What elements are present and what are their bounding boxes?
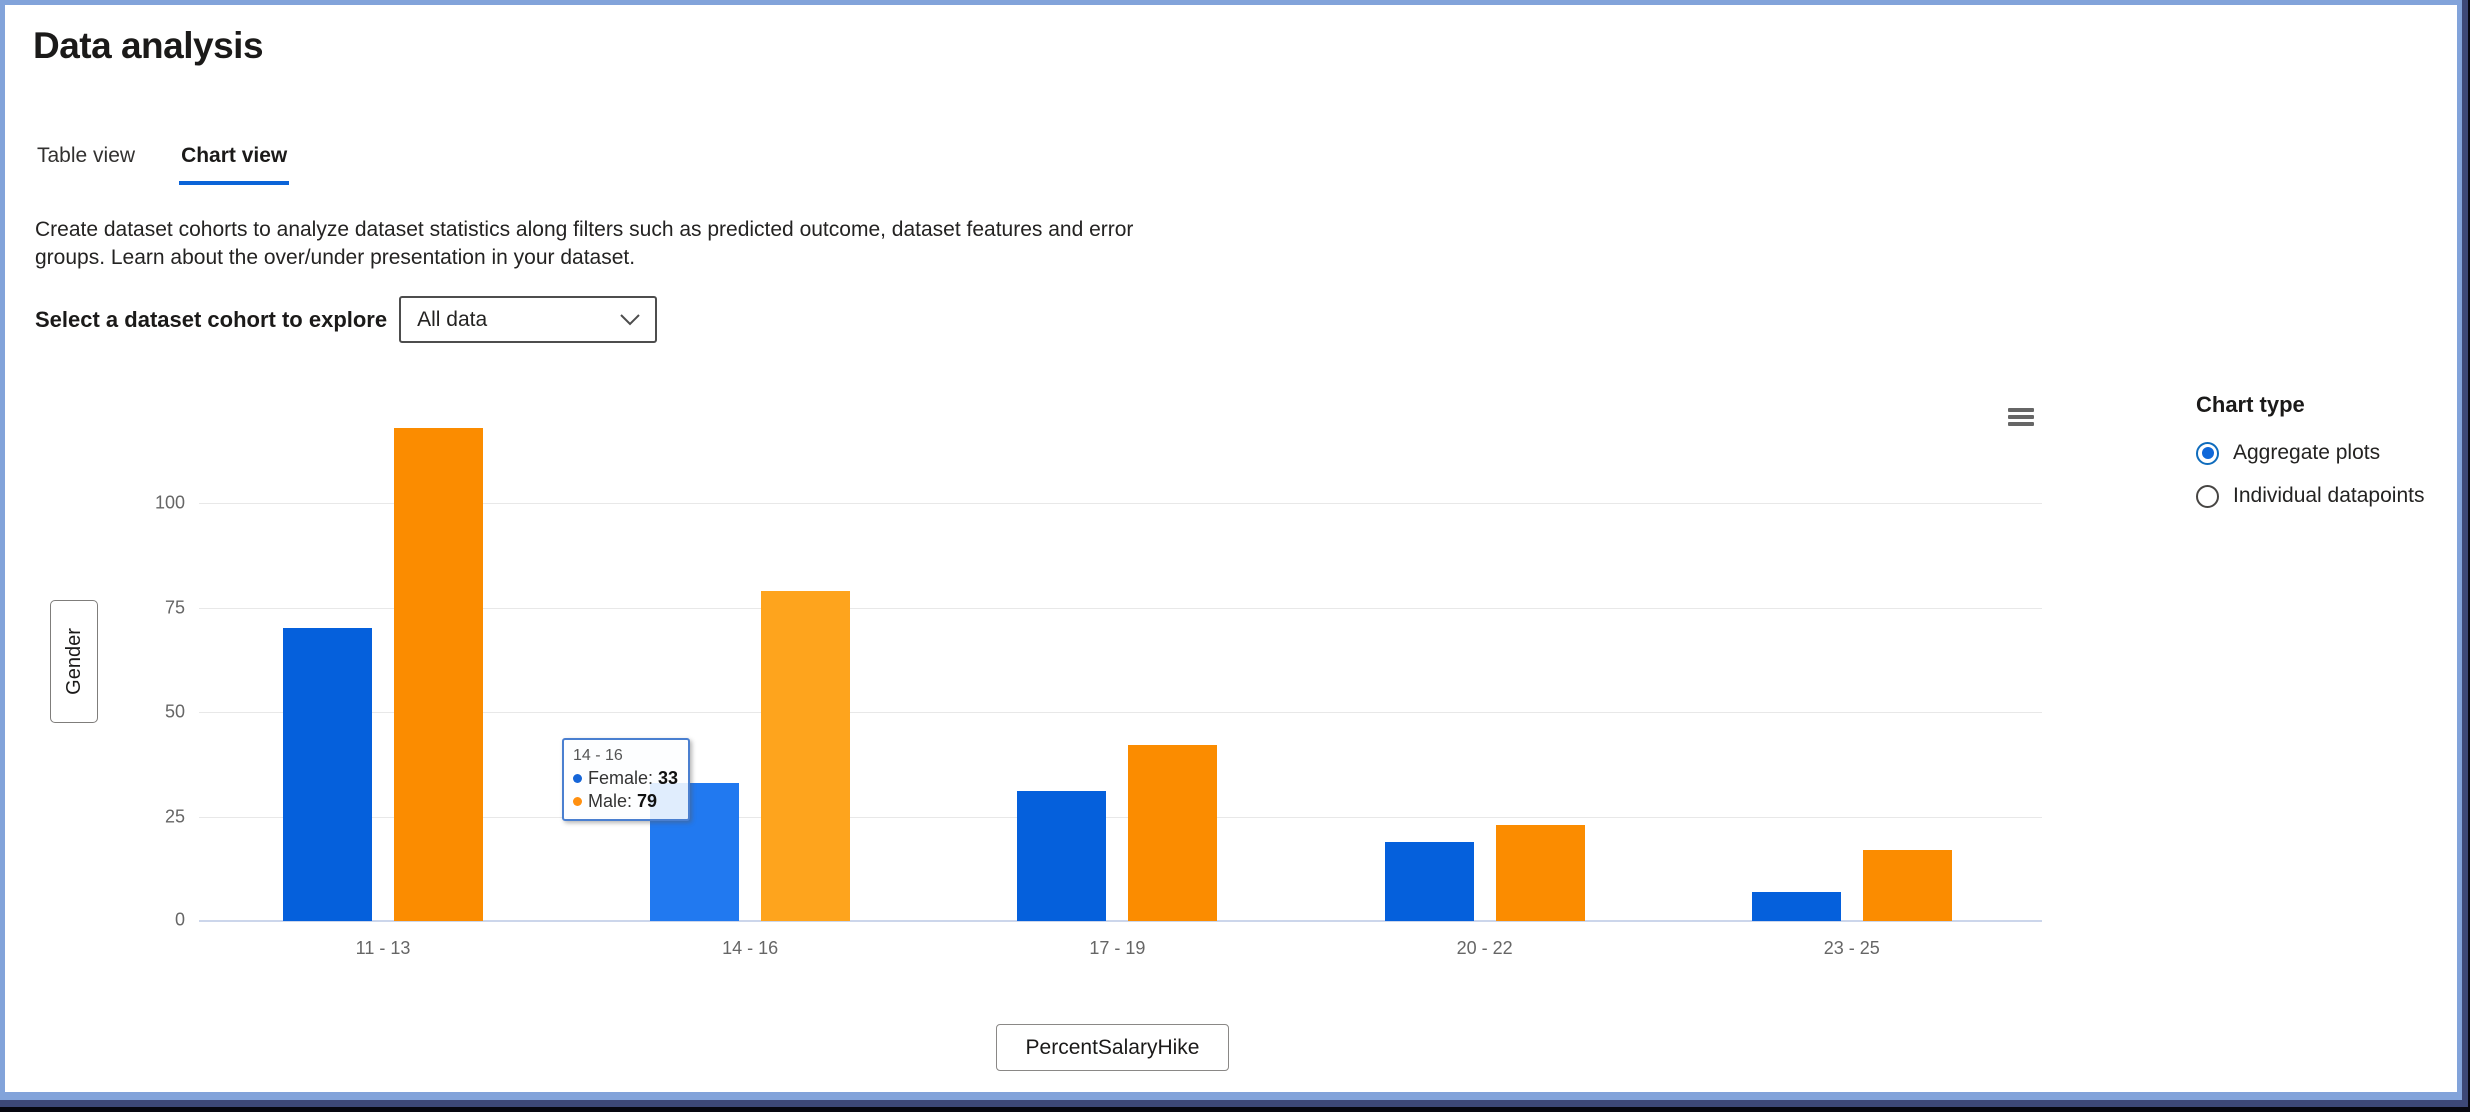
bar-female-11-13[interactable] [283,628,372,921]
y-tick-label-25: 25 [164,806,185,826]
cohort-selector-row: Select a dataset cohort to explore All d… [35,296,658,343]
female-series-dot-icon [573,774,582,783]
y-axis-button[interactable]: Gender [50,600,98,723]
x-tick-label-5: 23 - 25 [1823,938,1880,958]
chart-type-panel: Chart type Aggregate plots Individual da… [2196,392,2424,527]
bar-male-17-19[interactable] [1128,745,1218,921]
x-tick-label-2: 14 - 16 [722,938,779,958]
radio-individual-datapoints[interactable]: Individual datapoints [2196,484,2424,508]
x-axis-line [199,920,2042,922]
tooltip-female-value: 33 [658,768,679,788]
bar-female-23-25[interactable] [1751,891,1841,921]
bar-male-20-22[interactable] [1495,824,1585,921]
tab-chart-view[interactable]: Chart view [179,144,290,185]
radio-aggregate-plots[interactable]: Aggregate plots [2196,441,2424,465]
cohort-selector-label: Select a dataset cohort to explore [35,306,388,332]
bar-male-14-16[interactable] [761,590,851,921]
chart-type-title: Chart type [2196,392,2305,417]
radio-selected-icon[interactable] [2196,441,2219,465]
x-tick-label-1: 11 - 13 [355,938,411,958]
y-tick-label-100: 100 [154,492,185,513]
cohort-dropdown[interactable]: All data [399,296,658,343]
tooltip-female-label: Female: [588,768,654,788]
chevron-down-icon [620,313,640,325]
x-tick-label-3: 17 - 19 [1089,938,1146,958]
tooltip-category: 14 - 16 [573,747,623,764]
y-tick-label-75: 75 [164,597,185,617]
x-tick-label-4: 20 - 22 [1456,938,1513,958]
bar-male-11-13[interactable] [394,427,483,921]
cohort-dropdown-value: All data [417,307,488,331]
bar-chart: Gender PercentSalaryHike 14 - 16 Female:… [5,5,2457,1092]
bar-male-23-25[interactable] [1862,849,1952,921]
tooltip-row-female: Female: 33 [573,768,679,789]
hamburger-menu-icon[interactable] [2008,408,2034,426]
tooltip-male-value: 79 [637,791,658,811]
gridline-75 [199,607,2042,609]
chart-tooltip: 14 - 16 Female: 33 Male: 79 [562,738,690,821]
radio-individual-datapoints-label: Individual datapoints [2233,484,2425,507]
radio-unselected-icon[interactable] [2196,484,2219,508]
tooltip-male-label: Male: [588,791,633,811]
gridline-25 [199,816,2042,818]
view-tabs: Table view Chart view [35,144,290,185]
gridline-50 [199,712,2042,713]
page-title: Data analysis [33,25,264,66]
tooltip-row-male: Male: 79 [573,791,679,812]
gridline-100 [199,503,2042,504]
x-axis-button[interactable]: PercentSalaryHike [996,1024,1229,1071]
bar-female-17-19[interactable] [1017,791,1107,921]
y-axis-label: Gender [62,628,85,695]
radio-aggregate-plots-label: Aggregate plots [2233,441,2381,464]
y-tick-label-0: 0 [174,909,185,930]
description-text: Create dataset cohorts to analyze datase… [35,218,1134,269]
tab-table-view[interactable]: Table view [37,144,136,167]
y-tick-label-50: 50 [164,701,185,722]
male-series-dot-icon [573,797,582,806]
bar-female-20-22[interactable] [1384,841,1474,921]
